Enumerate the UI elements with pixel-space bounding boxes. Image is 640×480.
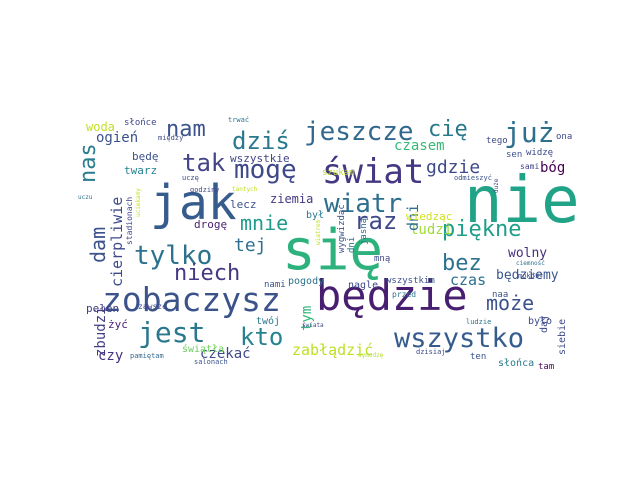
word-mnie: mnie (240, 211, 289, 235)
word-daj: daj (539, 314, 550, 333)
word-jest: jest (138, 316, 206, 349)
word-nas: nas (78, 143, 101, 183)
word-raz: raz (354, 207, 398, 235)
word-salonach: salonach (194, 358, 228, 366)
word-swiat: świat (322, 152, 425, 192)
word-wymodze: wymodzę (358, 352, 384, 359)
word-nami: nami (264, 280, 286, 290)
word-kto: kto (240, 323, 284, 351)
word-swiatla: świątła (182, 344, 225, 355)
word-ludzi: ludzi (410, 222, 453, 238)
word-pamietam: pamiętam (130, 352, 164, 360)
word-pogody: pogody (288, 276, 325, 287)
word-zyc: żyć (108, 318, 128, 331)
word-ziemia: ziemia (270, 192, 314, 206)
word-lecz: lecz (230, 198, 257, 211)
word-tej: tej (234, 235, 267, 256)
word-jeszcze: jeszcze (304, 117, 414, 147)
word-jak: jak (150, 175, 237, 231)
word-sen: sen (506, 150, 523, 160)
word-moge: mogę (234, 155, 297, 185)
word-slonce: słońce (124, 118, 157, 128)
word-ten: ten (470, 352, 487, 362)
word-niech: niech (174, 261, 241, 286)
word-nagle: nagle (348, 280, 379, 291)
word-odmieszyc: odmieszyć (454, 174, 492, 182)
word-widze: widzę (526, 148, 554, 158)
word-mna: mną (374, 254, 391, 264)
word-czasem: czasem (394, 138, 445, 154)
word-zobaczysz: zobaczysz (102, 280, 281, 319)
word-twe: twe (532, 272, 543, 279)
word-tantych: tantych (232, 186, 258, 193)
word-bez: bez (442, 251, 482, 276)
word-zawsze: zawsze (138, 302, 167, 311)
word-gdzie: gdzie (426, 157, 481, 178)
word-szukam: szukam (322, 168, 355, 178)
word-bog: bóg (540, 160, 566, 176)
word-byl: był (306, 210, 325, 221)
word-juz: już (504, 116, 555, 149)
word-czekac: czekać (200, 346, 251, 362)
word-nie: nie (464, 164, 576, 238)
word-twarz: twarz (124, 164, 158, 177)
word-czy: czy (98, 348, 124, 364)
word-tak: tak (182, 149, 226, 177)
word-ciemnosc: ciemność (516, 260, 545, 267)
word-dni-small: dni (347, 236, 357, 253)
word-wiatrem: wiatrem (315, 219, 322, 245)
word-naa: naa (492, 290, 509, 300)
word-godziny: godziny (190, 186, 220, 194)
word-piekne: piękne (442, 217, 522, 242)
word-przed: przed (392, 290, 417, 299)
word-bylo: było (528, 316, 553, 327)
word-wygwizdac: wygwizdać (337, 204, 347, 253)
word-siebie: siebie (557, 318, 568, 355)
word-trwac: trwać (228, 116, 250, 124)
word-slonca: słońca (498, 358, 535, 369)
word-wszystkim: wszystkim (386, 276, 435, 286)
word-dam: dam (86, 226, 110, 263)
word-cierpliwie: cierpliwie (108, 196, 126, 287)
word-dzis: dziś (232, 127, 290, 155)
word-woda: woda (86, 120, 115, 134)
word-tego: tego (486, 136, 508, 146)
word-wiedzac: wiedząc (406, 210, 453, 223)
word-tam: tam (538, 362, 555, 372)
word-sie: się (282, 218, 384, 283)
word-bede: będę (132, 150, 159, 163)
word-swiata: świata (302, 322, 324, 329)
word-wszystkie: wszystkie (230, 152, 290, 165)
word-ogien: ogień (96, 130, 139, 146)
word-mokos: mokoś (518, 272, 540, 280)
word-bedzie: będzie (316, 271, 468, 320)
word-twoj: twój (256, 316, 281, 327)
word-ucze: uczę (182, 174, 199, 182)
word-cie: cię (428, 117, 468, 142)
word-wszystko: wszystko (394, 323, 525, 354)
word-pelen: pełen (86, 302, 120, 315)
word-czas: czas (450, 271, 487, 289)
word-uczu: uczu (78, 194, 93, 201)
word-nam: nam (166, 117, 206, 142)
word-cloud: nie się jak będzie zobaczysz świat jeszc… (78, 113, 576, 371)
word-jasna: jasną (359, 217, 369, 245)
word-bedziemy: będziemy (496, 268, 559, 283)
word-dzisiaj: dzisiaj (416, 348, 446, 356)
word-uciekamy: uciekamy (135, 188, 142, 217)
word-ona: ona (556, 132, 573, 142)
word-wolny: wolny (508, 246, 548, 261)
word-miedzy: między (158, 134, 184, 142)
word-stadionach: stadionach (125, 196, 134, 245)
word-duze: duże (493, 178, 500, 193)
word-sami: sami (520, 162, 540, 171)
word-droge: drogę (194, 218, 228, 231)
word-tylko: tylko (134, 241, 213, 271)
word-zablądzic: zabłądzić (292, 341, 374, 359)
word-wiatr: wiatr (324, 189, 403, 219)
word-ludzie: ludzie (466, 318, 492, 326)
word-moze: może (486, 291, 535, 315)
